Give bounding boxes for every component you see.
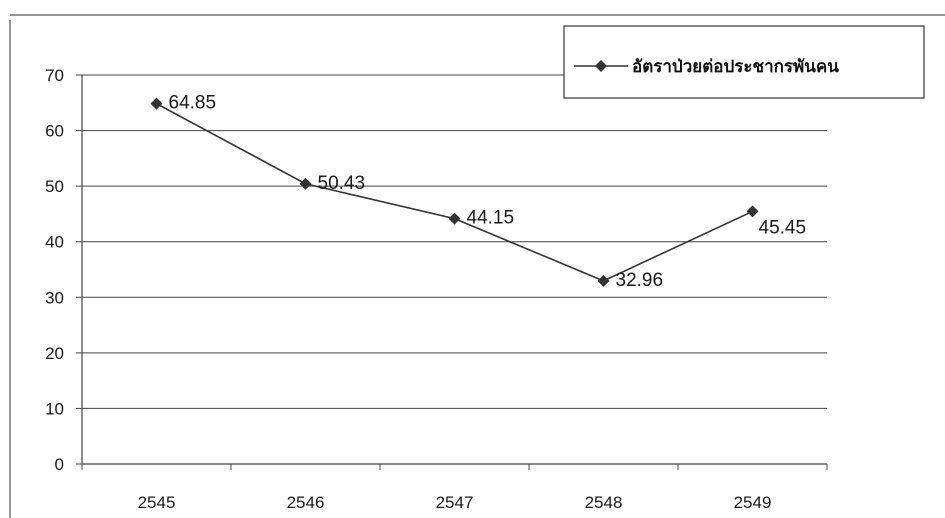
chart-border — [9, 14, 945, 518]
x-tick-label: 2549 — [734, 493, 772, 512]
y-tick-label: 70 — [45, 66, 64, 85]
y-tick-label: 60 — [45, 122, 64, 141]
y-tick-label: 40 — [45, 233, 64, 252]
legend: อัตราป่วยต่อประชากรพันคน — [563, 25, 925, 99]
data-label: 50.43 — [318, 173, 366, 194]
y-tick-label: 20 — [45, 344, 64, 363]
series — [150, 97, 759, 287]
x-tick-label: 2546 — [287, 493, 325, 512]
legend-entry-label: อัตราป่วยต่อประชากรพันคน — [632, 57, 839, 77]
axes — [76, 74, 828, 470]
data-point-marker — [448, 212, 461, 225]
data-point-marker — [746, 205, 759, 218]
x-tick-label: 2547 — [436, 493, 474, 512]
gridlines — [82, 74, 827, 409]
y-tick-label: 50 — [45, 177, 64, 196]
data-label: 32.96 — [616, 270, 664, 291]
y-tick-label: 10 — [45, 399, 64, 418]
x-axis-tick-labels: 2545 2546 2547 2548 2549 — [138, 493, 772, 512]
x-tick-label: 2548 — [585, 493, 623, 512]
data-label: 45.45 — [759, 217, 807, 238]
y-axis-tick-labels: 0 10 20 30 40 50 60 70 — [45, 66, 64, 474]
y-tick-label: 30 — [45, 288, 64, 307]
legend-box — [563, 25, 925, 99]
y-tick-label: 0 — [55, 455, 64, 474]
x-tick-label: 2545 — [138, 493, 176, 512]
data-labels: 64.85 50.43 44.15 32.96 45.45 — [169, 93, 807, 291]
data-point-marker — [299, 177, 312, 190]
data-label: 64.85 — [169, 93, 217, 114]
data-point-marker — [597, 274, 610, 287]
legend-marker-swatch — [595, 60, 607, 72]
data-label: 44.15 — [467, 208, 515, 229]
data-point-marker — [150, 97, 163, 110]
